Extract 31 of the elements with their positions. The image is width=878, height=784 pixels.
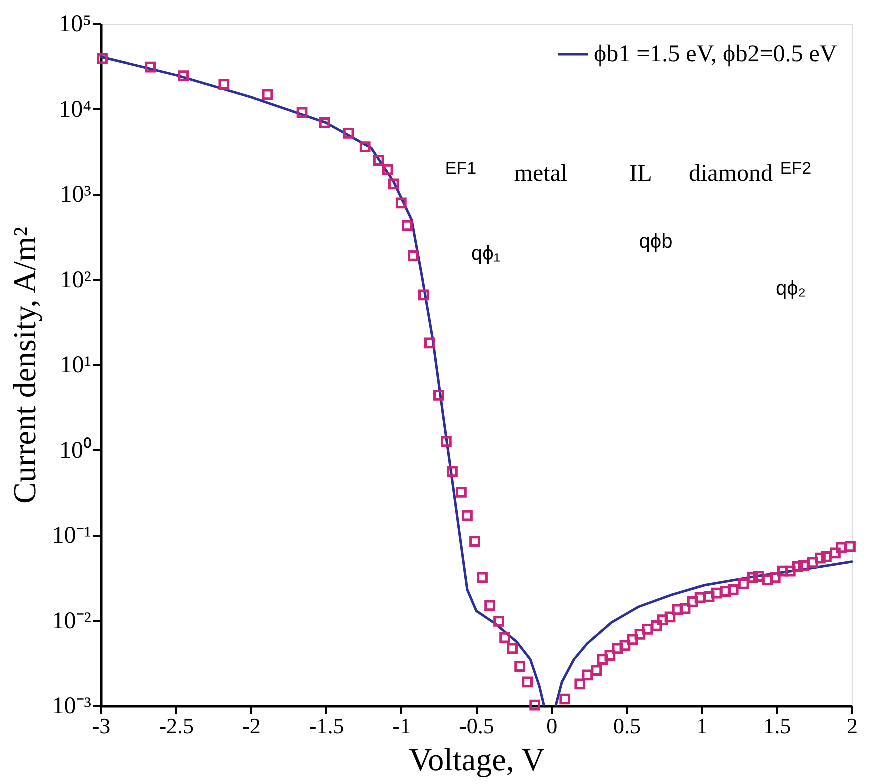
x-tick-label: 2: [847, 714, 858, 738]
x-tick-label: -0.5: [460, 714, 494, 738]
y-tick-label: 10⁻²: [52, 608, 92, 634]
annotation: IL: [630, 161, 652, 187]
annotation: EF2: [780, 159, 812, 178]
y-tick-label: 10⁰: [60, 436, 92, 464]
x-tick-label: 1: [696, 714, 708, 738]
y-axis-title: Current density, A/m²: [6, 227, 42, 504]
x-tick-label: 0.5: [613, 714, 641, 738]
y-tick-label: 10⁴: [59, 96, 92, 123]
y-tick-label: 10⁵: [59, 12, 92, 38]
x-tick-label: 0: [546, 714, 558, 738]
annotation: diamond: [689, 161, 773, 187]
x-axis-title: Voltage, V: [409, 742, 545, 778]
annotation: qϕ₂: [776, 278, 806, 300]
x-tick-label: -3: [92, 714, 111, 738]
y-tick-label: 10³: [60, 182, 92, 208]
annotation: metal: [514, 161, 568, 187]
y-tick-label: 10²: [60, 267, 92, 294]
y-tick-label: 10¹: [60, 352, 92, 378]
annotation: qϕ₁: [471, 243, 501, 265]
annotation: qϕb: [639, 231, 673, 253]
x-tick-label: 1.5: [764, 714, 792, 738]
x-tick-label: -1: [392, 714, 412, 738]
y-tick-label: 10⁻³: [52, 694, 92, 720]
legend-label: ϕb1 =1.5 eV, ϕb2=0.5 eV: [594, 42, 838, 68]
x-tick-label: -2.5: [159, 714, 194, 738]
x-tick-label: -2: [242, 714, 261, 738]
x-tick-label: -1.5: [309, 714, 344, 738]
annotation: EF1: [445, 159, 477, 178]
y-tick-label: 10⁻¹: [52, 523, 92, 549]
